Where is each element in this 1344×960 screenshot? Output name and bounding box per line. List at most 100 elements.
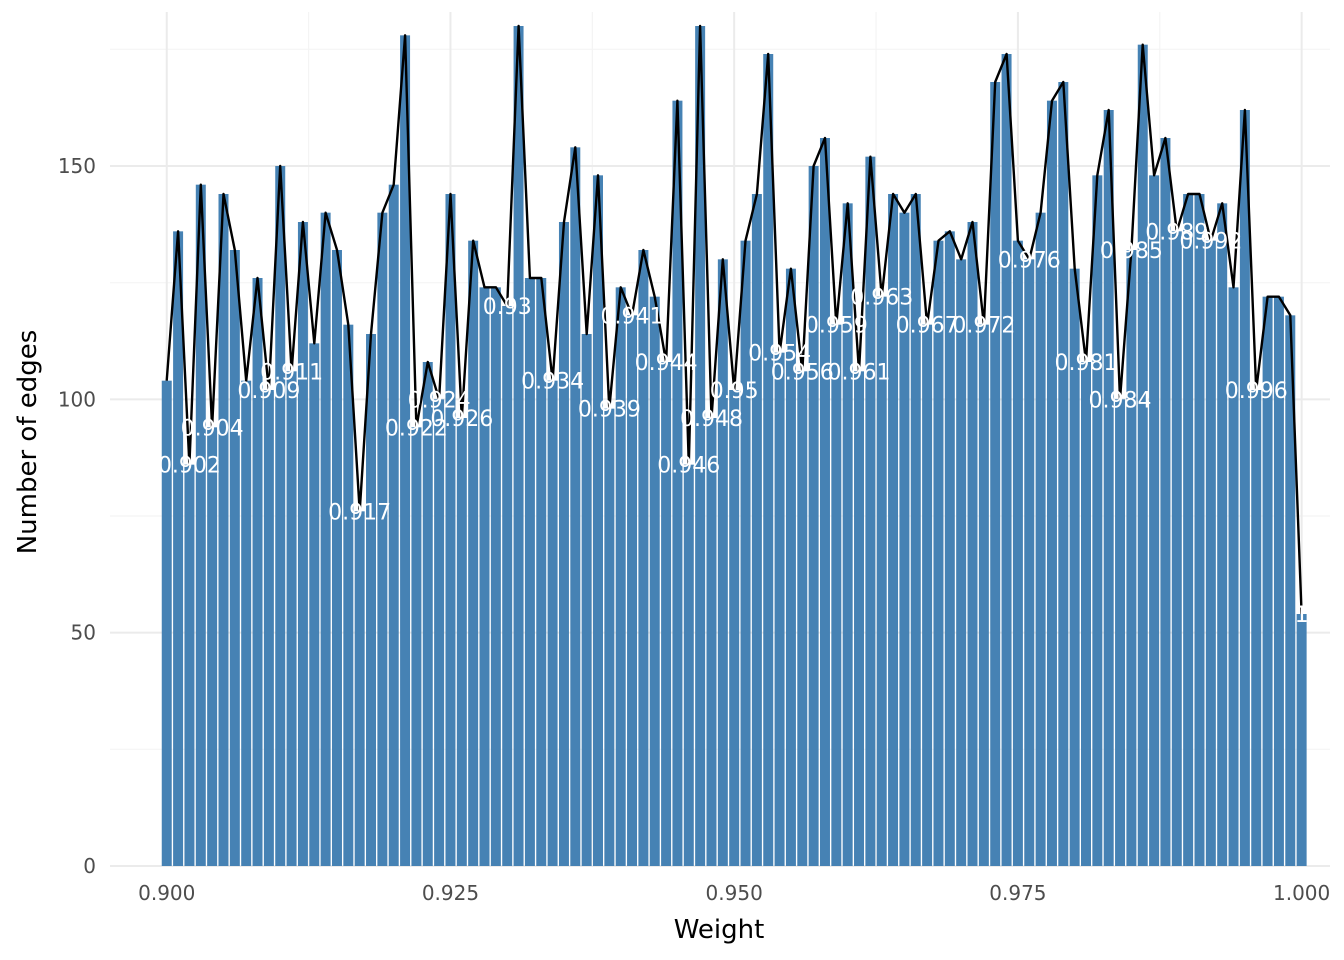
data-label: 0.939 <box>578 398 641 423</box>
bar <box>184 464 195 866</box>
bar <box>1217 203 1228 867</box>
bar <box>717 259 728 866</box>
series-line-group <box>165 24 1303 615</box>
data-label: 0.944 <box>635 351 698 376</box>
bar <box>343 324 354 867</box>
bar <box>536 278 547 866</box>
bar <box>297 222 308 866</box>
x-tick-label: 0.950 <box>706 881 763 905</box>
bar <box>502 306 513 866</box>
data-label: 0.922 <box>385 416 448 441</box>
bar <box>649 296 660 867</box>
data-label: 0.989 <box>1145 220 1208 245</box>
bar <box>1103 110 1114 866</box>
series-line <box>165 24 1303 615</box>
bar <box>1035 212 1046 866</box>
bar <box>207 427 218 866</box>
bar <box>388 184 399 866</box>
y-axis-title: Number of edges <box>13 330 43 555</box>
bar <box>1194 194 1205 866</box>
bar <box>1081 362 1091 866</box>
bar <box>1228 287 1239 866</box>
bar <box>1262 296 1273 867</box>
y-tick-label: 0 <box>83 854 96 878</box>
bar <box>854 371 865 866</box>
data-label: 0.917 <box>328 500 391 525</box>
bar <box>593 175 603 867</box>
bar <box>1205 240 1216 866</box>
bar <box>1171 231 1182 867</box>
data-label: 0.902 <box>158 454 221 479</box>
bar <box>252 278 263 866</box>
bar <box>763 54 774 866</box>
bar <box>1001 54 1012 866</box>
bar <box>978 324 989 867</box>
bar <box>922 324 933 867</box>
bar <box>1149 175 1160 867</box>
bar <box>888 194 899 866</box>
data-label: 0.909 <box>237 379 300 404</box>
bar <box>570 147 581 867</box>
data-label: 0.948 <box>680 407 743 432</box>
y-tick-label: 100 <box>58 387 96 411</box>
bar <box>672 100 683 866</box>
x-tick-label: 0.925 <box>422 881 479 905</box>
bar <box>354 511 365 866</box>
bar <box>377 212 388 866</box>
bar <box>241 380 252 866</box>
bar <box>445 194 456 866</box>
bar <box>479 287 490 866</box>
bar <box>422 362 433 866</box>
bar <box>468 240 479 866</box>
data-label: 0.981 <box>1055 351 1118 376</box>
bar <box>683 464 694 866</box>
bar <box>558 222 569 866</box>
bar <box>1251 390 1262 866</box>
bar <box>320 212 331 866</box>
data-label: 0.911 <box>260 360 323 385</box>
bar <box>785 268 796 867</box>
bar <box>797 371 808 866</box>
bar <box>638 250 649 866</box>
data-label: 0.992 <box>1179 230 1242 255</box>
bar <box>740 240 751 866</box>
bar <box>1092 175 1103 867</box>
x-axis-ticks: 0.900 0.925 0.950 0.975 1.000 <box>138 881 1330 905</box>
data-label: 0.904 <box>181 416 244 441</box>
bar <box>831 324 842 867</box>
bar <box>490 287 501 866</box>
bar <box>1069 268 1080 867</box>
bar <box>1046 100 1057 866</box>
bar <box>1285 315 1296 866</box>
data-label: 0.976 <box>998 248 1061 273</box>
data-label: 0.959 <box>805 314 868 339</box>
bar <box>434 399 445 866</box>
bar <box>1273 296 1284 867</box>
bar <box>661 362 672 866</box>
bar <box>195 184 206 866</box>
bar <box>1024 259 1035 866</box>
bar <box>729 390 740 866</box>
data-label: 0.985 <box>1100 239 1163 264</box>
data-label: 0.946 <box>657 454 720 479</box>
bar <box>1137 44 1148 866</box>
x-tick-label: 0.975 <box>989 881 1046 905</box>
y-tick-label: 150 <box>58 154 96 178</box>
bar <box>706 418 717 866</box>
bar <box>309 343 320 866</box>
bar <box>933 240 944 866</box>
bar <box>604 408 615 866</box>
bar <box>547 380 558 866</box>
x-axis-title: Weight <box>674 915 765 945</box>
bar <box>286 371 297 866</box>
bar <box>229 250 240 866</box>
bar <box>990 82 1001 866</box>
bar <box>275 166 286 866</box>
bar <box>513 26 524 866</box>
bar <box>366 334 377 866</box>
bar <box>331 250 342 866</box>
data-label: 0.996 <box>1225 379 1288 404</box>
bars <box>161 26 1307 867</box>
bar <box>1126 250 1137 866</box>
